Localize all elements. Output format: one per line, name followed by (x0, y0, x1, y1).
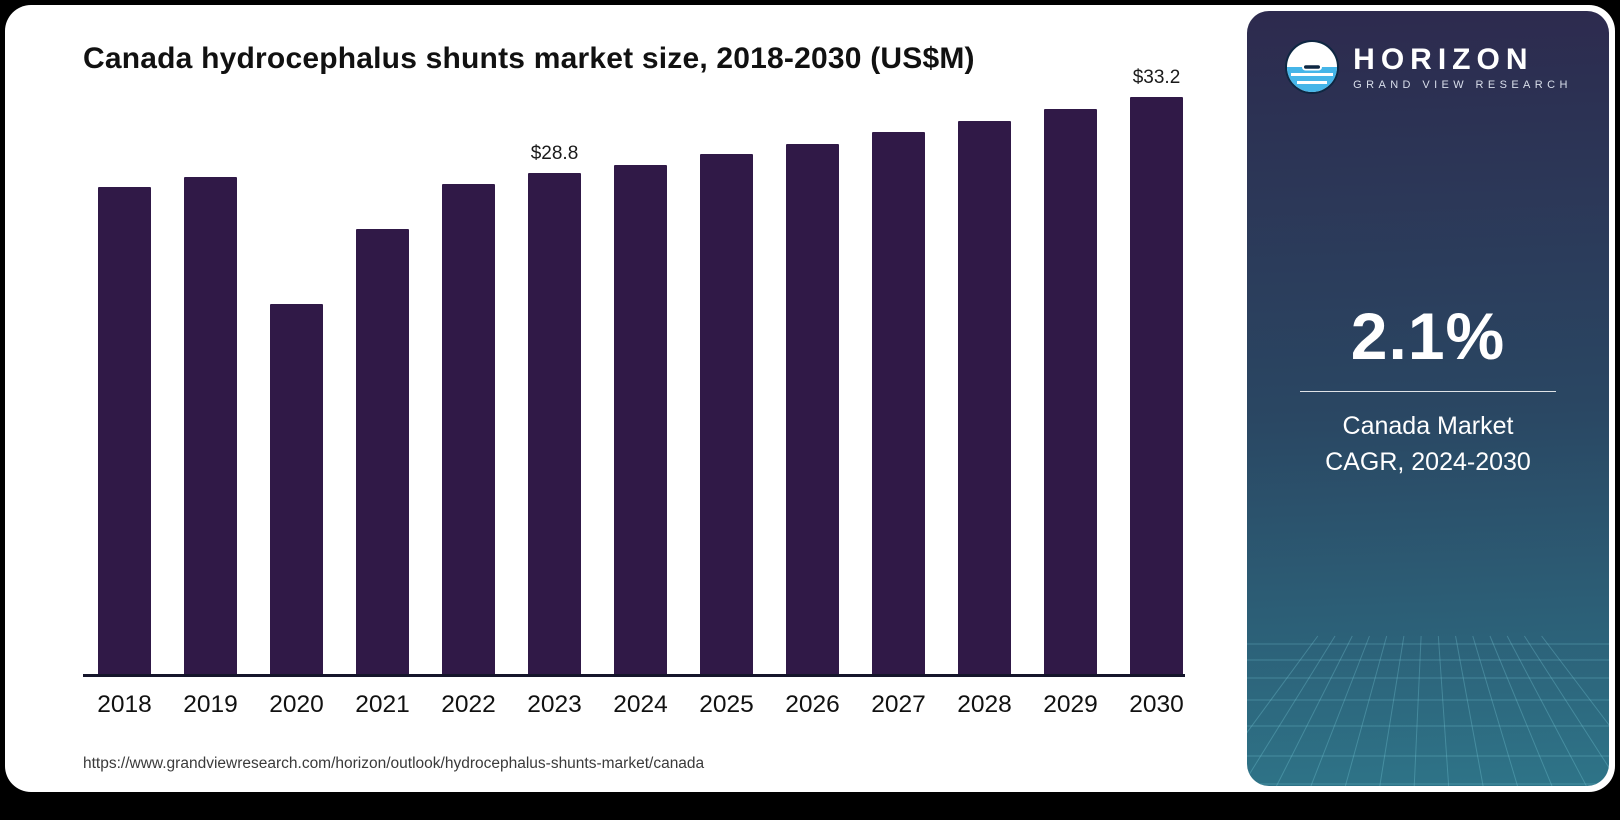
x-axis: 2018 2019 2020 2021 2022 2023 2024 2025 2026 2027… (83, 691, 1185, 719)
bar-column-2021 (356, 229, 409, 674)
bar-2028 (958, 121, 1011, 674)
bar-2020 (270, 304, 323, 674)
bar-value-label-2030: $33.2 (1132, 67, 1181, 88)
chart-title: Canada hydrocephalus shunts market size,… (83, 42, 975, 75)
x-axis-label-2021: 2021 (355, 691, 410, 718)
bar-column-2022 (442, 184, 495, 674)
horizon-logo-icon (1285, 40, 1340, 94)
x-axis-label-2023: 2023 (527, 691, 582, 718)
cagr-value: 2.1% (1350, 299, 1506, 373)
stat-block: 2.1% Canada Market CAGR, 2024-2030 (1247, 301, 1609, 480)
bar-column-2028 (958, 121, 1011, 674)
bar-column-2018 (98, 187, 151, 674)
brand-subtitle: GRAND VIEW RESEARCH (1353, 78, 1572, 91)
bar-2021 (356, 229, 409, 674)
stat-label-line2: CAGR, 2024-2030 (1325, 448, 1531, 476)
bar-column-2027 (872, 132, 925, 674)
x-axis-label-2029: 2029 (1043, 691, 1098, 718)
bar-2026 (786, 144, 839, 674)
bar-column-2029 (1044, 109, 1097, 674)
stat-divider (1300, 391, 1556, 392)
bar-2027 (872, 132, 925, 674)
plot-area: $28.8 $33.2 (83, 67, 1185, 677)
bar-2022 (442, 184, 495, 674)
bar-column-2025 (700, 154, 753, 674)
source-url: https://www.grandviewresearch.com/horizo… (83, 755, 705, 772)
x-axis-label-2024: 2024 (613, 691, 668, 718)
bar-2023 (528, 173, 581, 674)
bar-2030 (1130, 97, 1183, 674)
side-panel: HORIZON GRAND VIEW RESEARCH 2.1% Canada … (1247, 11, 1609, 786)
x-axis-label-2027: 2027 (871, 691, 926, 718)
bar-column-2030: $33.2 (1130, 67, 1183, 674)
x-axis-label-2018: 2018 (97, 691, 152, 718)
bar-2018 (98, 187, 151, 674)
bar-value-label-2023: $28.8 (530, 143, 579, 164)
x-axis-label-2020: 2020 (269, 691, 324, 718)
brand-name: HORIZON (1353, 42, 1534, 76)
bar-column-2023: $28.8 (528, 143, 581, 674)
chart-section: Canada hydrocephalus shunts market size,… (5, 5, 1241, 792)
bar-2024 (614, 165, 667, 674)
x-axis-label-2019: 2019 (183, 691, 238, 718)
bar-2019 (184, 177, 237, 674)
x-axis-label-2028: 2028 (957, 691, 1012, 718)
bar-2029 (1044, 109, 1097, 674)
infographic-card: Canada hydrocephalus shunts market size,… (5, 5, 1615, 792)
brand-text: HORIZON GRAND VIEW RESEARCH (1353, 42, 1572, 91)
bar-column-2020 (270, 304, 323, 674)
x-axis-label-2030: 2030 (1129, 691, 1184, 718)
x-axis-label-2025: 2025 (699, 691, 754, 718)
brand-logo: HORIZON GRAND VIEW RESEARCH (1284, 39, 1572, 95)
mesh-decoration (1247, 626, 1609, 786)
x-axis-label-2026: 2026 (785, 691, 840, 718)
bar-column-2026 (786, 144, 839, 674)
stat-label-line1: Canada Market (1342, 412, 1514, 440)
bar-column-2019 (184, 177, 237, 674)
bar-2025 (700, 154, 753, 674)
bar-column-2024 (614, 165, 667, 674)
x-axis-label-2022: 2022 (441, 691, 496, 718)
